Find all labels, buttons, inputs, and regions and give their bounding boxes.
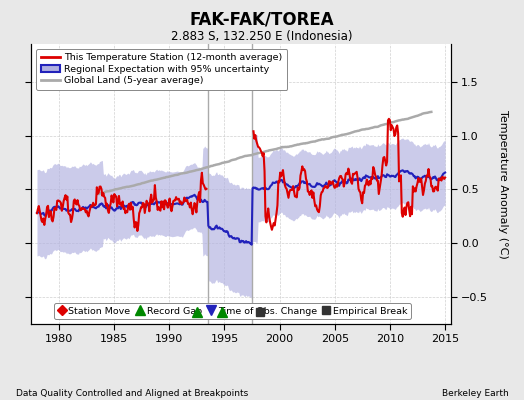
Text: Berkeley Earth: Berkeley Earth [442,389,508,398]
Legend: Station Move, Record Gap, Time of Obs. Change, Empirical Break: Station Move, Record Gap, Time of Obs. C… [54,303,411,319]
Text: 2.883 S, 132.250 E (Indonesia): 2.883 S, 132.250 E (Indonesia) [171,30,353,43]
Text: Data Quality Controlled and Aligned at Breakpoints: Data Quality Controlled and Aligned at B… [16,389,248,398]
Text: FAK-FAK/TOREA: FAK-FAK/TOREA [190,10,334,28]
Y-axis label: Temperature Anomaly (°C): Temperature Anomaly (°C) [497,110,508,258]
